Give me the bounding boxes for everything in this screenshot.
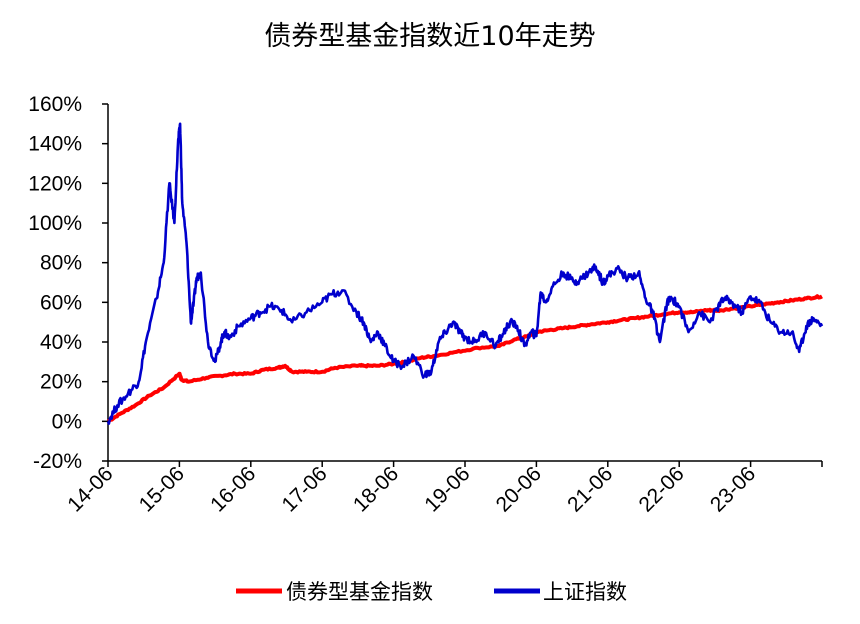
x-tick-label: 19-06 bbox=[420, 462, 474, 516]
x-tick-label: 15-06 bbox=[135, 462, 189, 516]
series-lines bbox=[106, 122, 824, 425]
series-line-bond-fund-index bbox=[107, 294, 823, 424]
y-tick-label: 60% bbox=[40, 291, 82, 314]
y-tick-label: -20% bbox=[33, 450, 82, 473]
y-tick-label: 80% bbox=[40, 252, 82, 275]
chart-title: 债券型基金指数近10年走势 bbox=[264, 21, 596, 52]
y-tick-label: 100% bbox=[28, 212, 82, 235]
legend-item-shanghai-index-label: 上证指数 bbox=[543, 580, 627, 604]
legend-item-bond-fund-index-label: 债券型基金指数 bbox=[286, 580, 433, 604]
x-tick-label: 17-06 bbox=[277, 462, 331, 516]
x-tick-label: 16-06 bbox=[206, 462, 260, 516]
legend: 债券型基金指数 上证指数 bbox=[236, 580, 627, 604]
x-tick-label: 20-06 bbox=[492, 462, 546, 516]
y-tick-label: 20% bbox=[40, 371, 82, 394]
x-tick-label: 22-06 bbox=[634, 462, 688, 516]
series-line-shanghai-index bbox=[106, 122, 824, 425]
y-tick-label: 160% bbox=[28, 93, 82, 116]
x-tick-label: 18-06 bbox=[349, 462, 403, 516]
y-tick-label: 40% bbox=[40, 331, 82, 354]
x-tick-label: 21-06 bbox=[563, 462, 617, 516]
axes: -20%0%20%40%60%80%100%120%140%160%14-06 1… bbox=[28, 93, 823, 517]
y-tick-label: 120% bbox=[28, 172, 82, 195]
y-tick-label: 140% bbox=[28, 133, 82, 156]
y-tick-label: 0% bbox=[52, 410, 82, 433]
x-tick-label: 23-06 bbox=[706, 462, 760, 516]
